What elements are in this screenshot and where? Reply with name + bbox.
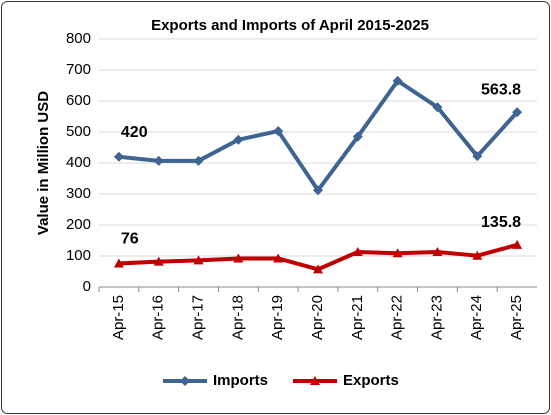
data-label: 135.8 (481, 214, 521, 231)
marker (310, 376, 320, 385)
x-tick-label: Apr-20 (309, 295, 326, 340)
data-label: 420 (121, 124, 148, 141)
marker (472, 250, 483, 260)
marker (512, 107, 523, 118)
y-tick-label: 800 (66, 30, 91, 47)
x-tick-label: Apr-22 (389, 295, 406, 340)
data-label: 563.8 (481, 81, 521, 98)
marker (153, 256, 164, 266)
y-tick-label: 700 (66, 61, 91, 78)
marker (193, 155, 204, 166)
marker (113, 258, 124, 268)
x-tick-label: Apr-25 (508, 295, 525, 340)
x-tick-label: Apr-19 (269, 295, 286, 340)
y-tick-label: 100 (66, 247, 91, 264)
x-tick-label: Apr-15 (110, 295, 127, 340)
y-tick-label: 600 (66, 92, 91, 109)
y-tick-label: 300 (66, 185, 91, 202)
y-tick-label: 0 (83, 278, 91, 295)
marker (432, 246, 443, 256)
y-axis-label: Value in Million USD (35, 91, 52, 235)
marker (432, 102, 443, 113)
marker (392, 248, 403, 258)
marker (472, 151, 483, 162)
y-tick-label: 500 (66, 123, 91, 140)
x-tick-label: Apr-16 (150, 295, 167, 340)
marker (392, 75, 403, 86)
marker (233, 253, 244, 263)
marker (180, 376, 190, 386)
y-tick-label: 200 (66, 216, 91, 233)
x-tick-label: Apr-24 (468, 295, 485, 340)
legend-label: Imports (213, 372, 268, 389)
marker (193, 255, 204, 265)
marker (512, 239, 523, 249)
chart-title: Exports and Imports of April 2015-2025 (151, 17, 429, 34)
x-tick-label: Apr-18 (229, 295, 246, 340)
marker (273, 126, 284, 137)
marker (313, 185, 323, 196)
x-tick-label: Apr-23 (428, 295, 445, 340)
marker (352, 131, 363, 142)
marker (233, 134, 244, 145)
marker (352, 246, 363, 256)
x-tick-label: Apr-17 (190, 295, 207, 340)
marker (153, 155, 164, 166)
x-tick-label: Apr-21 (349, 295, 366, 340)
marker (313, 264, 323, 274)
marker (113, 151, 124, 162)
data-label: 76 (121, 231, 139, 248)
y-tick-label: 400 (66, 154, 91, 171)
marker (273, 253, 284, 263)
legend-label: Exports (343, 372, 399, 389)
